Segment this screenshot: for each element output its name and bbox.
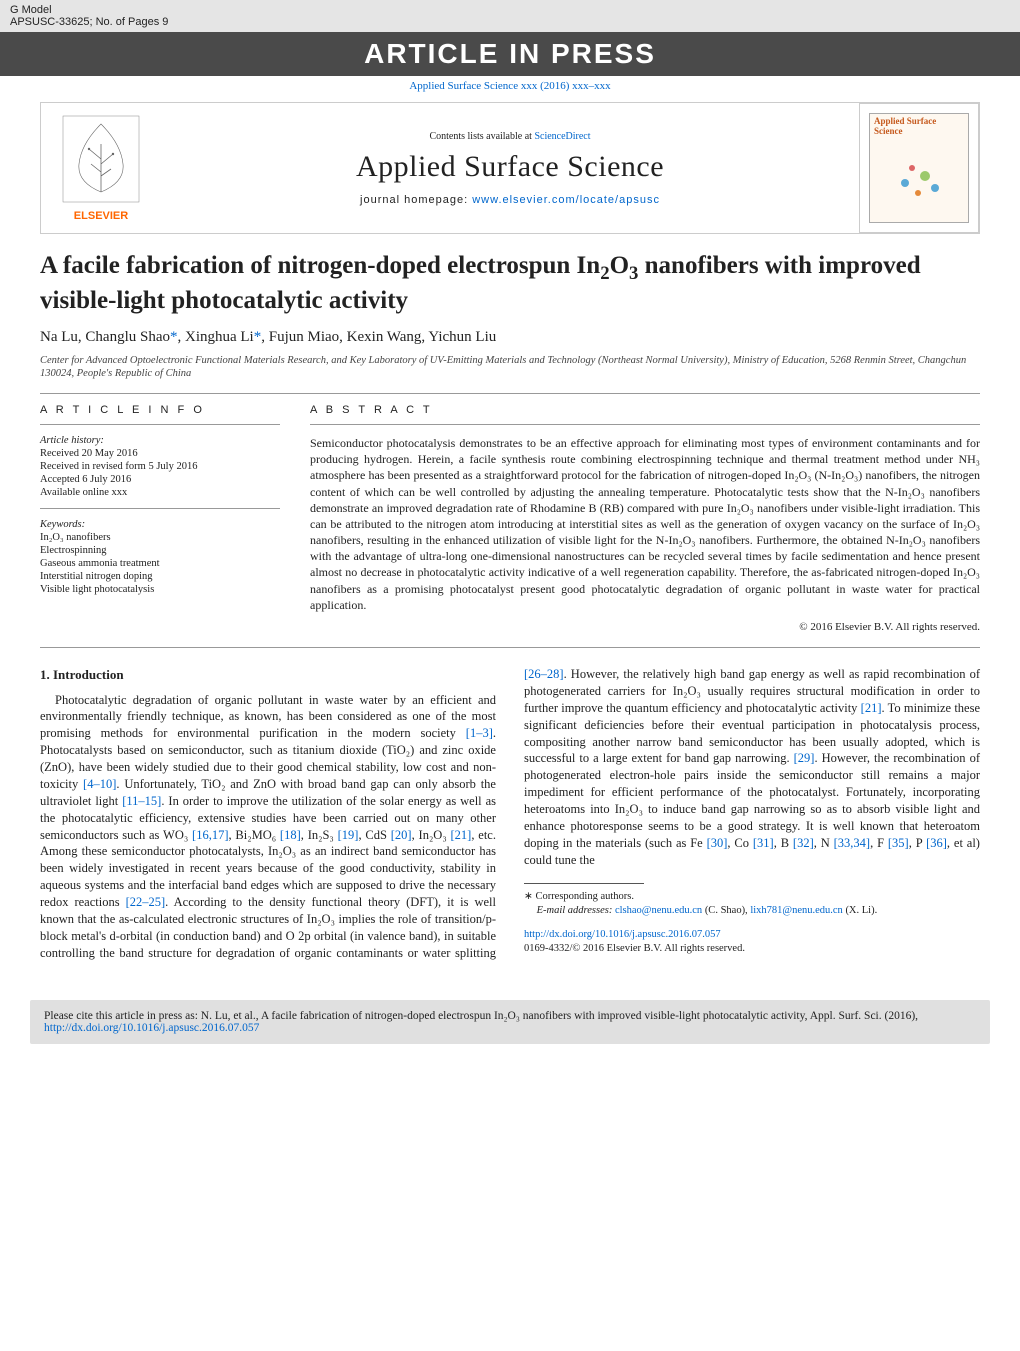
top-citation-link[interactable]: Applied Surface Science xxx (2016) xxx–x… bbox=[409, 80, 610, 92]
doi-link[interactable]: http://dx.doi.org/10.1016/j.apsusc.2016.… bbox=[524, 929, 721, 940]
cover-title: Applied Surface Science bbox=[870, 114, 968, 138]
ref-link[interactable]: [21] bbox=[451, 828, 472, 842]
ref-link[interactable]: [36] bbox=[926, 836, 947, 850]
proof-bar: G Model APSUSC-33625; No. of Pages 9 bbox=[0, 0, 1020, 32]
accepted-date: Accepted 6 July 2016 bbox=[40, 474, 280, 485]
ref-link[interactable]: [22–25] bbox=[126, 895, 166, 909]
homepage-link[interactable]: www.elsevier.com/locate/apsusc bbox=[472, 194, 660, 206]
separator-1 bbox=[40, 393, 980, 394]
history-label: Article history: bbox=[40, 435, 280, 446]
keywords-label: Keywords: bbox=[40, 519, 280, 530]
ref-link[interactable]: [33,34] bbox=[834, 836, 870, 850]
ref-link[interactable]: [16,17] bbox=[192, 828, 228, 842]
footnotes: ∗ Corresponding authors. E-mail addresse… bbox=[524, 890, 980, 918]
keyword-1: In₂O₃ nanofibers bbox=[40, 532, 280, 543]
article-title: A facile fabrication of nitrogen-doped e… bbox=[40, 250, 980, 317]
affiliation: Center for Advanced Optoelectronic Funct… bbox=[40, 354, 980, 381]
author-text-3: , Fujun Miao, Kexin Wang, Yichun Liu bbox=[261, 329, 496, 345]
proof-ref: APSUSC-33625; No. of Pages 9 bbox=[10, 16, 168, 28]
received-date: Received 20 May 2016 bbox=[40, 448, 280, 459]
doi-block: http://dx.doi.org/10.1016/j.apsusc.2016.… bbox=[524, 928, 980, 956]
abstract-text: Semiconductor photocatalysis demonstrate… bbox=[310, 435, 980, 613]
keyword-5: Visible light photocatalysis bbox=[40, 584, 280, 595]
keyword-3: Gaseous ammonia treatment bbox=[40, 558, 280, 569]
keyword-4: Interstitial nitrogen doping bbox=[40, 571, 280, 582]
abstract-column: A B S T R A C T Semiconductor photocatal… bbox=[310, 404, 980, 633]
abstract-heading: A B S T R A C T bbox=[310, 404, 980, 416]
cite-text: Please cite this article in press as: N.… bbox=[44, 1010, 918, 1022]
journal-header: ELSEVIER Contents lists available at Sci… bbox=[40, 102, 980, 234]
elsevier-tree-icon bbox=[61, 114, 141, 204]
corr-marker: ∗ bbox=[524, 891, 535, 902]
separator-2 bbox=[40, 647, 980, 648]
journal-homepage: journal homepage: www.elsevier.com/locat… bbox=[161, 194, 859, 206]
ref-link[interactable]: [19] bbox=[338, 828, 359, 842]
sciencedirect-link[interactable]: ScienceDirect bbox=[534, 131, 590, 142]
contents-line: Contents lists available at ScienceDirec… bbox=[161, 131, 859, 142]
ref-link[interactable]: [35] bbox=[888, 836, 909, 850]
top-citation: Applied Surface Science xxx (2016) xxx–x… bbox=[0, 76, 1020, 96]
footnote-separator bbox=[524, 883, 644, 884]
abstract-copyright: © 2016 Elsevier B.V. All rights reserved… bbox=[310, 621, 980, 633]
journal-header-mid: Contents lists available at ScienceDirec… bbox=[161, 131, 859, 206]
authors-line: Na Lu, Changlu Shao*, Xinghua Li*, Fujun… bbox=[40, 329, 980, 346]
cite-box: Please cite this article in press as: N.… bbox=[30, 1000, 990, 1044]
corresponding-label: Corresponding authors. bbox=[535, 891, 634, 902]
intro-heading: 1. Introduction bbox=[40, 666, 496, 684]
ref-link[interactable]: [21] bbox=[861, 701, 882, 715]
author-text-1: Na Lu, Changlu Shao bbox=[40, 329, 170, 345]
journal-name: Applied Surface Science bbox=[161, 150, 859, 184]
ref-link[interactable]: [4–10] bbox=[83, 777, 116, 791]
email-link-2[interactable]: lixh781@nenu.edu.cn bbox=[750, 905, 843, 916]
homepage-label: journal homepage: bbox=[360, 194, 472, 206]
press-banner: ARTICLE IN PRESS bbox=[0, 32, 1020, 76]
revised-date: Received in revised form 5 July 2016 bbox=[40, 461, 280, 472]
issn-copyright: 0169-4332/© 2016 Elsevier B.V. All right… bbox=[524, 943, 745, 954]
email-who-2: (X. Li). bbox=[843, 905, 877, 916]
ref-link[interactable]: [1–3] bbox=[466, 726, 493, 740]
separator-info bbox=[40, 424, 280, 425]
article-info-heading: A R T I C L E I N F O bbox=[40, 404, 280, 416]
article-info-column: A R T I C L E I N F O Article history: R… bbox=[40, 404, 280, 633]
contents-label: Contents lists available at bbox=[429, 131, 534, 142]
gmodel-label: G Model bbox=[10, 4, 168, 16]
ref-link[interactable]: [29] bbox=[794, 751, 815, 765]
ref-link[interactable]: [26–28] bbox=[524, 667, 564, 681]
author-text-2: , Xinghua Li bbox=[177, 329, 253, 345]
journal-cover-thumb: Applied Surface Science bbox=[859, 103, 979, 233]
email-who-1: (C. Shao), bbox=[702, 905, 750, 916]
ref-link[interactable]: [18] bbox=[280, 828, 301, 842]
ref-link[interactable]: [11–15] bbox=[122, 794, 161, 808]
ref-link[interactable]: [20] bbox=[391, 828, 412, 842]
ref-link[interactable]: [31] bbox=[753, 836, 774, 850]
ref-link[interactable]: [30] bbox=[707, 836, 728, 850]
email-link-1[interactable]: clshao@nenu.edu.cn bbox=[615, 905, 702, 916]
keyword-2: Electrospinning bbox=[40, 545, 280, 556]
separator-kw bbox=[40, 508, 280, 509]
cover-art-icon bbox=[870, 138, 970, 208]
publisher-name: ELSEVIER bbox=[74, 210, 128, 222]
publisher-logo-block: ELSEVIER bbox=[41, 103, 161, 233]
cite-doi-link[interactable]: http://dx.doi.org/10.1016/j.apsusc.2016.… bbox=[44, 1022, 259, 1034]
email-label: E-mail addresses: bbox=[537, 905, 615, 916]
body-two-column: 1. Introduction Photocatalytic degradati… bbox=[40, 666, 980, 962]
separator-abs bbox=[310, 424, 980, 425]
ref-link[interactable]: [32] bbox=[793, 836, 814, 850]
online-date: Available online xxx bbox=[40, 487, 280, 498]
